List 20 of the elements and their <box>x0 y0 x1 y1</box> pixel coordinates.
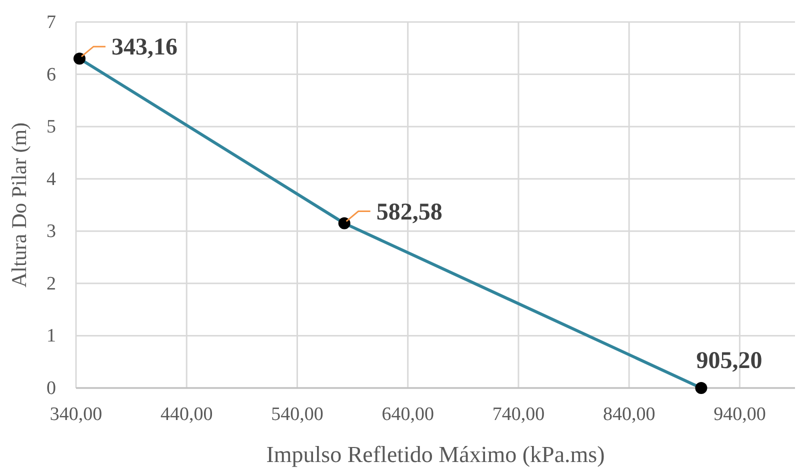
x-tick-label: 840,00 <box>602 404 656 425</box>
y-tick-label: 7 <box>46 12 56 33</box>
x-tick-label: 940,00 <box>714 404 766 425</box>
y-tick-label: 5 <box>46 116 56 138</box>
y-tick-label: 6 <box>46 64 56 86</box>
annotation: 905,20 <box>696 348 762 374</box>
y-tick-label: 1 <box>46 326 56 347</box>
y-tick-label: 2 <box>46 273 56 294</box>
x-axis-title: Impulso Refletido Máximo (kPa.ms) <box>266 442 605 467</box>
y-axis-title: Altura Do Pilar (m) <box>7 122 31 288</box>
x-tick-label: 540,00 <box>271 404 324 425</box>
y-tick-label: 4 <box>46 168 56 190</box>
annotation: 343,16 <box>111 34 178 61</box>
x-tick-label: 440,00 <box>160 404 213 425</box>
y-tick-label: 0 <box>46 378 56 399</box>
x-tick-label: 640,00 <box>382 404 434 425</box>
x-tick-label: 340,00 <box>50 404 102 425</box>
annotation: 582,58 <box>376 199 442 226</box>
x-tick-label: 740,00 <box>492 404 545 425</box>
y-tick-label: 3 <box>46 221 56 242</box>
